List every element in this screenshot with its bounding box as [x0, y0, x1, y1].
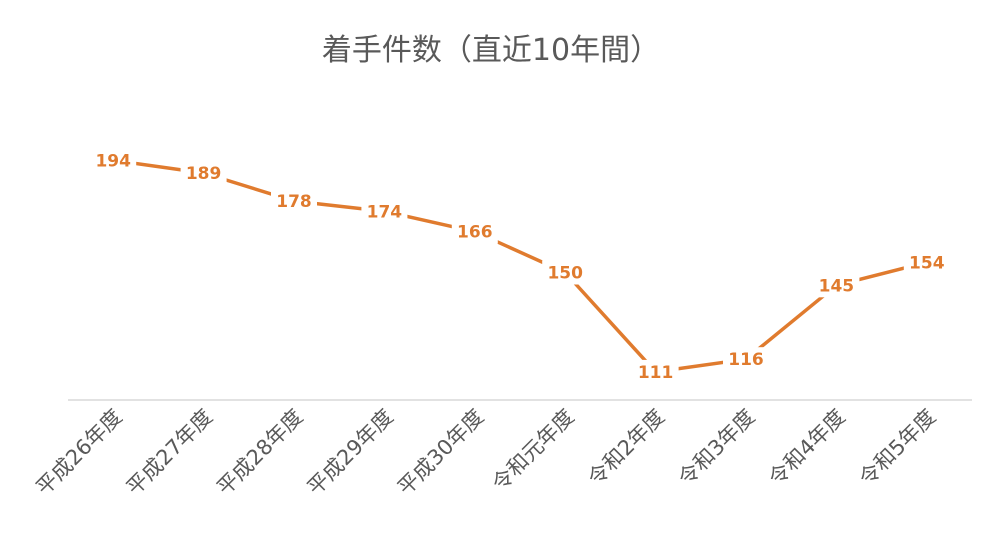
- data-point: 189: [180, 161, 227, 185]
- data-point: 145: [813, 273, 860, 298]
- data-label-background: [90, 148, 137, 173]
- data-point: 150: [542, 260, 589, 285]
- data-label-background: [180, 161, 227, 185]
- data-label: 166: [457, 223, 493, 243]
- data-label-background: [542, 260, 589, 285]
- x-tick-label: 平成28年度: [212, 405, 307, 500]
- data-point: 154: [903, 250, 950, 275]
- x-tick-label: 令和3年度: [674, 405, 760, 491]
- x-tick-label: 平成27年度: [122, 405, 217, 500]
- data-label-background: [271, 189, 317, 214]
- data-label: 189: [186, 164, 222, 184]
- data-label: 150: [547, 264, 583, 284]
- series-group: [111, 158, 929, 374]
- data-label: 174: [367, 202, 403, 222]
- data-label: 111: [638, 363, 674, 383]
- x-tick-label: 令和2年度: [583, 405, 669, 491]
- x-tick-label: 令和元年度: [488, 405, 579, 496]
- data-point: 174: [361, 199, 408, 224]
- data-label: 194: [95, 151, 131, 171]
- data-label: 145: [819, 276, 855, 296]
- data-label: 178: [276, 192, 312, 212]
- series-line: [111, 158, 929, 374]
- data-point: 178: [271, 189, 317, 214]
- data-label: 154: [909, 253, 945, 273]
- data-label-background: [361, 199, 408, 224]
- chart-title: 着手件数（直近10年間）: [322, 33, 660, 68]
- x-tick-label: 平成26年度: [31, 405, 126, 500]
- data-label-background: [451, 219, 498, 244]
- x-tick-label: 令和5年度: [855, 405, 941, 491]
- data-label: 116: [728, 350, 764, 370]
- data-label-group: 194 189 178 174 166 150 111 116 145 154: [90, 148, 950, 384]
- x-tick-label: 平成29年度: [303, 405, 398, 500]
- data-label-background: [813, 273, 860, 298]
- data-label-background: [903, 250, 950, 275]
- x-tick-label: 令和4年度: [764, 405, 850, 491]
- data-label-background: [632, 359, 679, 384]
- data-point: 194: [90, 148, 137, 173]
- data-label-background: [723, 347, 769, 372]
- data-point: 111: [632, 359, 679, 384]
- data-point: 116: [723, 347, 769, 372]
- data-point: 166: [451, 219, 498, 244]
- x-tick-label: 平成30年度: [393, 405, 488, 500]
